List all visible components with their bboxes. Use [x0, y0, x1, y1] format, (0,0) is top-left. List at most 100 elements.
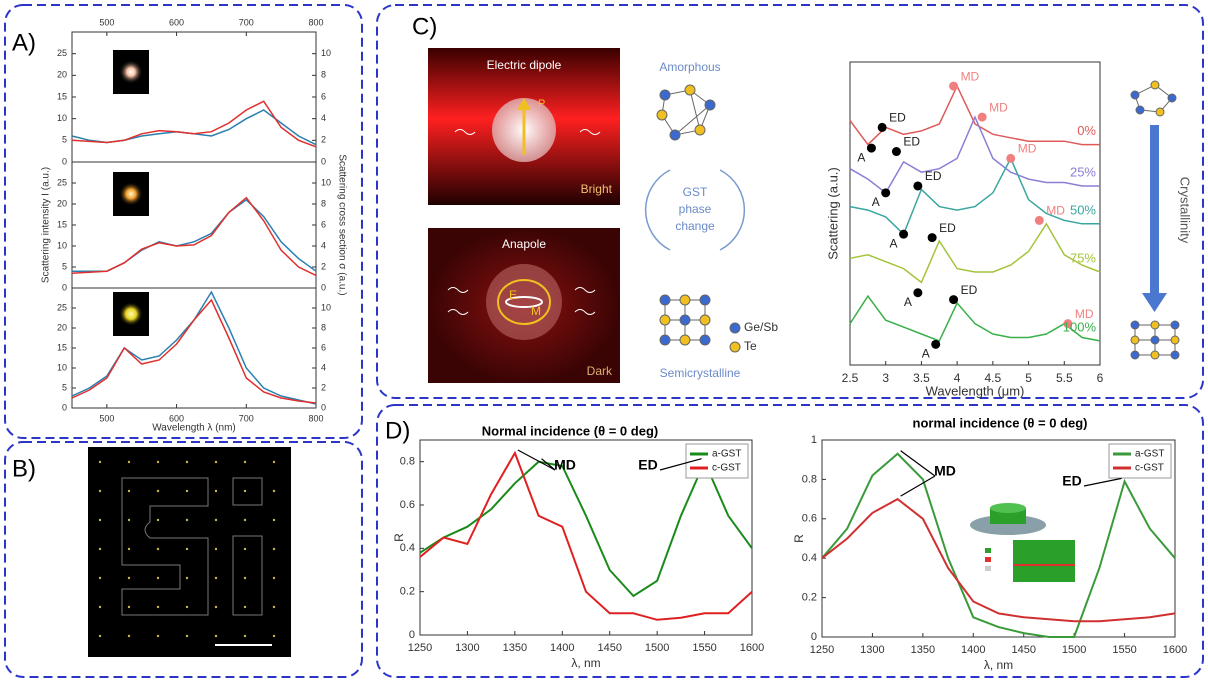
y-tick-label: 0.6 [802, 513, 817, 525]
x-tick-label: 1250 [408, 642, 432, 654]
marker-label: ED [939, 221, 956, 235]
series-label: 50% [1070, 202, 1096, 217]
atom-label: Te [744, 339, 757, 353]
y2-tick-label: 2 [321, 261, 326, 271]
y2-tick-label: 0 [321, 402, 326, 412]
y-tick-label: 5 [62, 382, 67, 392]
y2-tick-label: 6 [321, 91, 326, 101]
feature-marker [949, 82, 958, 91]
y-tick-label: 0 [409, 629, 415, 641]
y-axis-label: Scattering intensity I (a.u.) [41, 167, 52, 283]
series-line [72, 198, 316, 276]
x-axis-label: λ, nm [984, 658, 1013, 672]
x-tick-label: 2.5 [842, 371, 859, 385]
x-tick-label: 1350 [503, 642, 527, 654]
field-label: E [509, 288, 517, 302]
annotation-arrow [901, 476, 935, 496]
panel-frame [377, 405, 1203, 677]
panel-label: B) [12, 455, 36, 482]
y-axis-label: R [392, 533, 406, 542]
marker-label: ED [925, 169, 942, 183]
y2-tick-label: 0 [321, 156, 326, 166]
y-tick-label: 20 [57, 322, 67, 332]
y-tick-label: 20 [57, 198, 67, 208]
panel-label: C) [412, 13, 437, 40]
series-line [72, 110, 316, 145]
feature-marker [931, 340, 940, 349]
y-tick-label: 10 [57, 240, 67, 250]
x-tick-label: 1300 [455, 642, 479, 654]
marker-label: MD [1018, 142, 1037, 156]
phase-label: GST [683, 185, 708, 199]
atom-label: Ge/Sb [744, 320, 778, 334]
x-axis-label: λ, nm [571, 656, 600, 670]
feature-marker [913, 288, 922, 297]
feature-marker [878, 123, 887, 132]
x-tick-label: 1550 [692, 642, 716, 654]
x-tick-label: 700 [239, 413, 254, 423]
x-tick-label: 5 [1025, 371, 1032, 385]
x-tick-label: 3 [882, 371, 889, 385]
feature-marker [928, 233, 937, 242]
y2-tick-label: 6 [321, 219, 326, 229]
plot-frame [72, 288, 316, 408]
inset-images [113, 50, 149, 336]
phase-label: Amorphous [659, 60, 720, 74]
y-tick-label: 15 [57, 342, 67, 352]
arrow-label: Crystallinity [1178, 177, 1193, 244]
image-caption: Bright [581, 182, 613, 196]
y2-tick-label: 10 [321, 48, 331, 58]
series-line [850, 224, 1100, 283]
y-tick-label: 0.2 [802, 592, 817, 604]
x-tick-label: 6 [1097, 371, 1104, 385]
x-tick-label: 700 [239, 17, 254, 27]
marker-label: ED [889, 111, 906, 125]
series-line [72, 200, 316, 271]
y2-tick-label: 4 [321, 113, 326, 123]
y-tick-label: 5 [62, 261, 67, 271]
feature-marker [949, 295, 958, 304]
marker-label: A [857, 150, 865, 164]
y2-tick-label: 2 [321, 382, 326, 392]
feature-marker [899, 230, 908, 239]
y-tick-label: 15 [57, 91, 67, 101]
x-tick-label: 1400 [550, 642, 574, 654]
vector-label: P [538, 98, 545, 110]
y-tick-label: 0 [62, 282, 67, 292]
legend-label: a-GST [1135, 449, 1164, 460]
x-tick-label: 1600 [740, 642, 764, 654]
y2-tick-label: 8 [321, 198, 326, 208]
series-line [822, 454, 1175, 637]
annotation: ED [638, 457, 657, 473]
microscope-image [88, 447, 291, 657]
annotation-arrow [518, 450, 555, 470]
y-tick-label: 0.2 [400, 586, 415, 598]
x-tick-label: 1400 [961, 644, 985, 656]
series-label: 75% [1070, 250, 1096, 265]
x-tick-label: 1350 [911, 644, 935, 656]
phase-label: phase [679, 202, 712, 216]
y-tick-label: 20 [57, 70, 67, 80]
y-tick-label: 10 [57, 362, 67, 372]
x-tick-label: 5.5 [1056, 371, 1073, 385]
series-line [420, 462, 752, 596]
legend-label: c-GST [1135, 463, 1164, 474]
figure: A) B) C) D) Electric dipole P Bright Ana… [0, 0, 1208, 682]
y-tick-label: 0 [62, 402, 67, 412]
y2-tick-label: 10 [321, 177, 331, 187]
plot-frame [72, 162, 316, 288]
x-tick-label: 500 [99, 413, 114, 423]
x-tick-label: 1550 [1112, 644, 1136, 656]
structure-inset [970, 503, 1075, 582]
feature-marker [881, 188, 890, 197]
series-line [72, 101, 316, 147]
y2-tick-label: 8 [321, 70, 326, 80]
panel-label: D) [385, 417, 410, 444]
y2-tick-label: 8 [321, 322, 326, 332]
y2-tick-label: 6 [321, 342, 326, 352]
marker-label: ED [961, 283, 978, 297]
x-tick-label: 800 [308, 17, 323, 27]
feature-marker [1006, 154, 1015, 163]
image-caption: Dark [587, 364, 613, 378]
y2-tick-label: 4 [321, 240, 326, 250]
